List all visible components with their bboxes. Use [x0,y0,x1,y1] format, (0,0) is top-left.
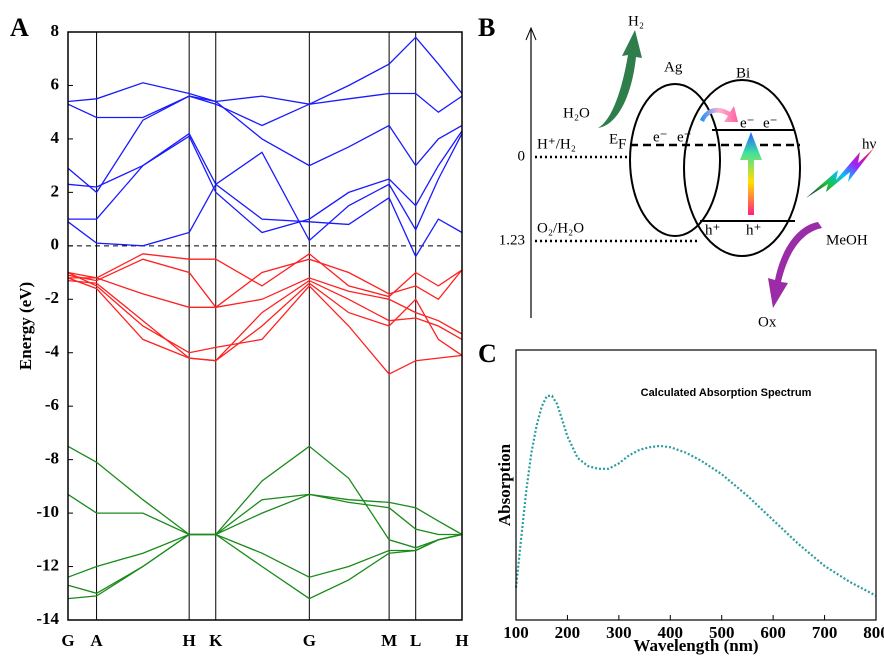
ag-label: Ag [664,59,683,75]
x-tick-label: H [455,631,468,650]
electron-label: e⁻ [763,115,778,131]
band [67,36,463,105]
plot-frame [67,31,463,621]
x-tick-label: 200 [555,623,581,642]
band [67,271,463,375]
y-tick-label: -8 [45,449,59,468]
band [67,493,462,600]
y-tick-label: -12 [36,555,59,574]
x-axis-label: Wavelength (nm) [633,636,758,655]
x-tick-label: A [90,631,103,650]
fermi-sub: F [618,136,626,152]
hole-label: h⁺ [705,222,720,238]
x-tick-label: 100 [503,623,529,642]
light-label: hν [862,136,877,152]
x-tick-label: 300 [606,623,632,642]
x-tick-label: K [209,631,223,650]
electron-label: e⁻ [653,129,668,145]
band [67,258,463,309]
ox-label: Ox [758,314,777,330]
light-bolt [806,148,874,198]
panel-label: B [478,13,495,42]
x-tick-label: H [183,631,196,650]
x-tick-label: L [410,631,421,650]
band [67,533,463,578]
band [67,277,463,362]
band [67,445,463,549]
band [67,279,463,362]
band [68,132,463,242]
h2-arrow [598,30,642,128]
y-axis-label: Absorption [495,443,514,526]
meoh-arrow [768,222,822,308]
band [67,493,463,536]
band [68,277,463,335]
electron-label: e⁻ [677,129,692,145]
x-tick-label: G [303,631,316,650]
band [67,92,463,127]
chart-title: Calculated Absorption Spectrum [641,387,812,399]
meoh-label: MeOH [826,232,868,248]
h2-label: H₂ [628,13,644,29]
y-tick-label: -4 [45,342,60,361]
ag-particle [629,83,721,237]
panel-label: A [10,13,29,42]
y-tick-label: 0 [51,235,60,254]
y-tick-label: -6 [45,395,59,414]
panel-label: C [478,339,497,368]
x-tick-label: 600 [760,623,786,642]
x-tick-label: 700 [812,623,838,642]
level-value: 0 [518,148,526,164]
x-tick-label: M [381,631,397,650]
band [67,183,463,258]
y-tick-label: -14 [36,609,59,628]
plot-frame [515,349,877,621]
y-tick-label: 4 [51,128,60,147]
x-tick-label: 400 [658,623,684,642]
band [67,95,463,194]
y-tick-label: -2 [45,288,59,307]
level-label: O₂/H₂O [537,220,584,236]
arrow-head [525,26,537,41]
bi-label: Bi [736,65,750,81]
spectrum-line [514,394,877,597]
y-tick-label: 2 [51,181,60,200]
y-tick-label: 8 [51,21,60,40]
y-tick-label: 6 [51,74,60,93]
x-tick-label: 800 [863,623,884,642]
electron-label: e⁻ [740,115,755,131]
transfer-arrow [700,106,738,122]
fermi-label: E [609,131,618,147]
level-value: 1.23 [499,232,525,248]
h2o-label: H₂O [563,105,590,121]
hole-label: h⁺ [746,222,761,238]
x-tick-label: 500 [709,623,735,642]
y-axis-label: Energy (eV) [16,282,35,370]
x-tick-label: G [61,631,74,650]
level-label: H⁺/H₂ [537,136,576,152]
excitation-arrow [740,132,762,215]
band [67,252,463,298]
bi-particle [683,79,801,257]
y-tick-label: -10 [36,502,59,521]
band [67,130,463,234]
